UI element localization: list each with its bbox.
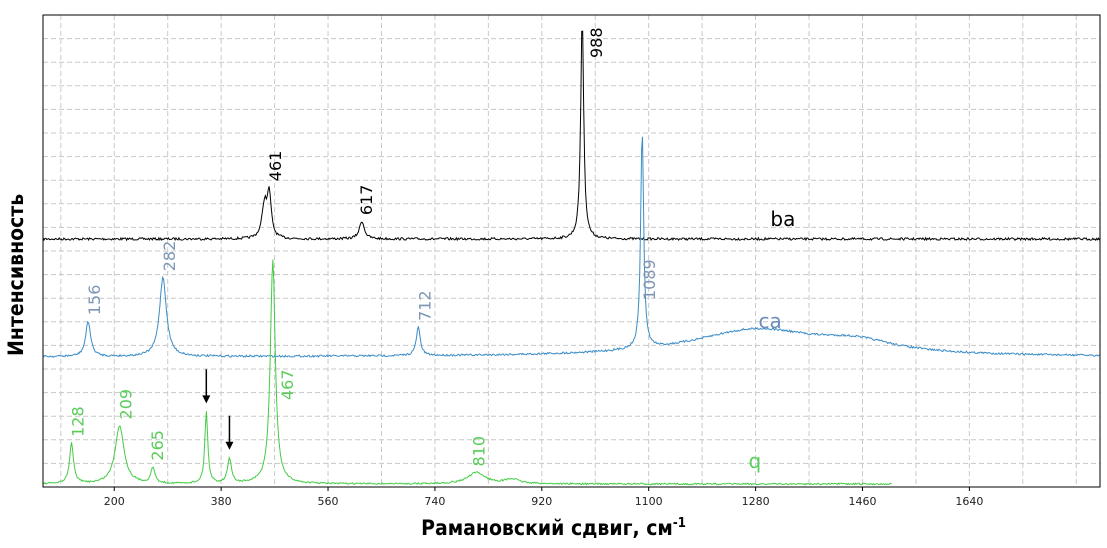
x-tick-label: 1640 [955,495,983,508]
peak-arrow-head [202,395,211,404]
grid [43,15,1100,487]
series-layer [42,30,1100,486]
series-line-ba [42,30,1100,242]
peak-label-q-467: 467 [278,369,297,400]
peak-label-ba-461: 461 [266,151,285,182]
series-label-ba: ba [770,207,795,231]
series-label-ca: ca [759,309,782,333]
x-axis-label-text: Рамановский сдвиг, см [421,516,673,540]
peak-label-ba-617: 617 [357,185,376,216]
plot-frame [42,14,1101,488]
series-label-q: q [748,449,761,473]
peak-label-ca-282: 282 [160,241,179,272]
x-tick-label: 380 [211,495,232,508]
peak-arrow-head [225,441,234,450]
series-line-q [42,259,892,486]
x-tick-label: 1100 [635,495,663,508]
peak-label-ca-156: 156 [85,285,104,316]
series-labels: ba ca q [748,207,795,473]
y-axis-label: Интенсивность [4,193,28,356]
series-line-ca [42,136,1100,358]
peak-label-ca-1089: 1089 [640,259,659,300]
x-axis-label: Рамановский сдвиг, см-1 [0,516,1107,540]
annotations: 461 617 988 156 282 712 1089 128 209 265 467 810 [69,27,660,466]
peak-label-q-265: 265 [148,430,167,461]
peak-label-q-128: 128 [69,406,88,437]
x-tick-label: 740 [424,495,445,508]
x-tick-label: 200 [104,495,125,508]
x-tick-label: 1280 [742,495,770,508]
x-tick-label: 1460 [848,495,876,508]
peak-label-ca-712: 712 [415,290,434,321]
x-tick-label: 560 [318,495,339,508]
peak-label-q-810: 810 [469,436,488,467]
peak-label-ba-988: 988 [587,27,606,58]
x-axis-ticks: 200 380 560 740 920 1100 1280 1460 1640 [104,487,983,508]
x-axis-label-unit-exponent: -1 [672,516,686,531]
peak-label-q-209: 209 [117,389,136,420]
x-tick-label: 920 [531,495,552,508]
